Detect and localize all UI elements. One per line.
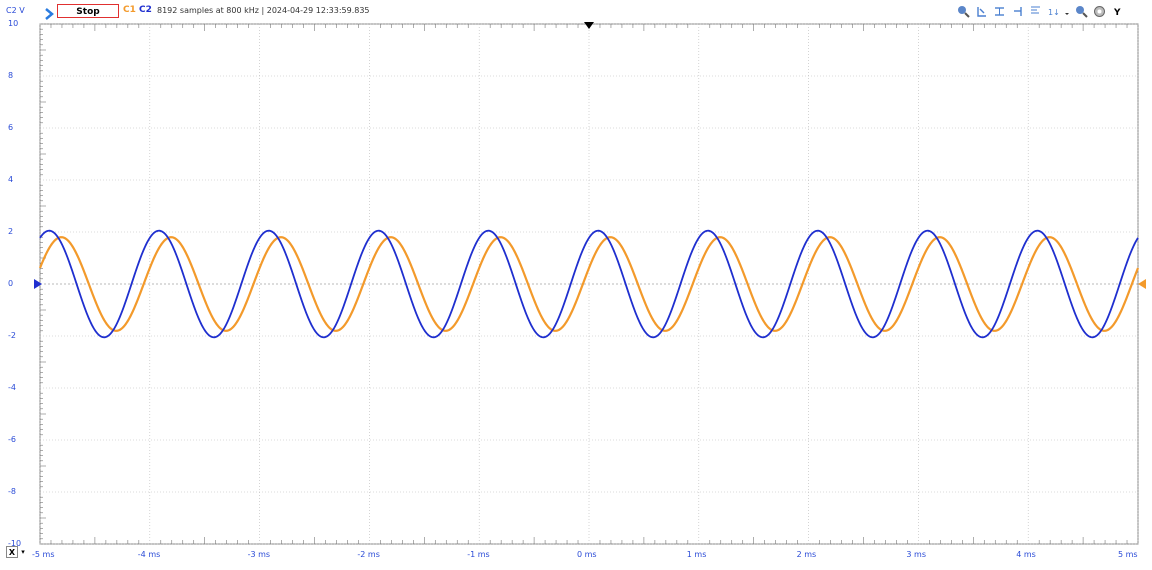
settings-icon[interactable]	[1092, 4, 1106, 18]
x-tick-label: 0 ms	[577, 550, 597, 559]
x-tick-label: 1 ms	[686, 550, 707, 559]
x-axis-menu-icon[interactable]: ▾	[21, 548, 25, 556]
x-tick-label: -1 ms	[467, 550, 490, 559]
x-tick-label: 2 ms	[796, 550, 817, 559]
x-tick-label: -4 ms	[137, 550, 161, 559]
svg-text:Y: Y	[1113, 8, 1121, 18]
x-tick-label: -5 ms	[32, 550, 55, 559]
x-tick-label: -3 ms	[247, 550, 271, 559]
acquisition-status: 8192 samples at 800 kHz | 2024-04-29 12:…	[157, 6, 370, 15]
y-icon[interactable]: Y	[1110, 4, 1124, 18]
cursor-left-icon[interactable]	[974, 4, 988, 18]
y-tick-label: -2	[8, 331, 16, 340]
zoom-in-icon[interactable]	[956, 4, 970, 18]
cursor-right-icon[interactable]	[1010, 4, 1024, 18]
channel-axis-label: C2 V	[6, 6, 25, 15]
align-values-icon[interactable]: 1↓	[1046, 4, 1060, 18]
c1-offset-marker-icon	[1138, 279, 1146, 289]
x-tick-label: 4 ms	[1016, 550, 1036, 559]
y-tick-label: -10	[8, 539, 22, 548]
y-tick-label: 8	[8, 71, 14, 80]
x-tick-label: 5 ms	[1118, 550, 1138, 559]
waveform-c2	[39, 229, 1139, 339]
x-tick-label: 3 ms	[906, 550, 926, 559]
toolbar: C2 V Stop C1 C2 8192 samples at 800 kHz …	[0, 0, 1152, 22]
y-tick-label: 2	[8, 227, 14, 236]
x-axis-button[interactable]: X	[6, 546, 18, 558]
dropdown-icon[interactable]	[1064, 4, 1070, 18]
cursor-horizontal-icon[interactable]	[992, 4, 1006, 18]
zoom-out-icon[interactable]	[1074, 4, 1088, 18]
channel-1-toggle[interactable]: C1	[123, 5, 136, 15]
x-tick-label: -2 ms	[357, 550, 380, 559]
c2-offset-marker-icon	[34, 279, 42, 289]
y-tick-label: 4	[8, 175, 14, 184]
y-tick-label: 0	[8, 279, 14, 288]
y-tick-label: -6	[8, 435, 16, 444]
y-tick-label: 10	[8, 19, 19, 28]
y-tick-label: 6	[8, 123, 14, 132]
svg-text:1↓: 1↓	[1048, 8, 1060, 17]
align-top-icon[interactable]	[1028, 4, 1042, 18]
play-arrow-icon	[45, 8, 54, 20]
y-tick-label: -8	[8, 487, 16, 496]
stop-button[interactable]: Stop	[57, 4, 119, 18]
run-button[interactable]	[43, 5, 55, 20]
toolbar-tools: 1↓ Y	[956, 3, 1124, 19]
trigger-marker-icon	[584, 22, 594, 29]
channel-2-toggle[interactable]: C2	[139, 5, 152, 15]
y-tick-label: -4	[8, 383, 16, 392]
